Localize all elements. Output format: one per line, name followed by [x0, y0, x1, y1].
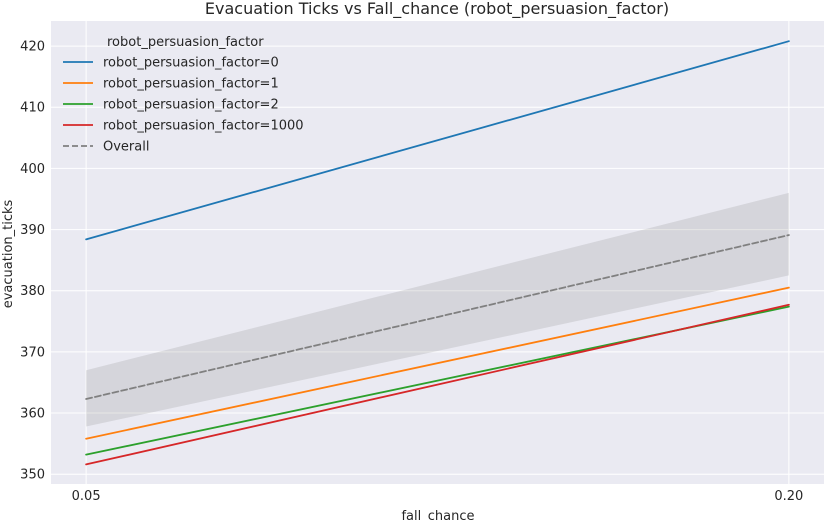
y-tick-label: 370: [20, 345, 45, 360]
series-lines: [85, 40, 790, 466]
grid: [51, 21, 824, 484]
legend-label: Overall: [103, 140, 149, 155]
plot-background: [51, 21, 824, 484]
series-line-robot-persuasion-factor-1: [85, 286, 790, 440]
y-tick-label: 410: [20, 101, 45, 116]
legend-label: robot_persuasion_factor=1: [103, 77, 279, 92]
legend-label: robot_persuasion_factor=0: [103, 56, 279, 71]
legend: robot_persuasion_factor robot_persuasion…: [63, 35, 304, 155]
chart-title: Evacuation Ticks vs Fall_chance (robot_p…: [205, 0, 669, 19]
confidence-band-overall: [86, 192, 789, 427]
y-tick-label: 390: [20, 223, 45, 238]
y-axis-label: evacuation_ticks: [1, 199, 16, 308]
x-axis-label: fall_chance: [401, 509, 474, 522]
x-tick-labels: 0.05 0.20: [72, 489, 804, 504]
y-tick-label: 380: [20, 284, 45, 299]
confidence-bands: [86, 192, 789, 427]
series-line-robot-persuasion-factor-1000: [85, 303, 790, 466]
y-tick-label: 350: [20, 468, 45, 483]
series-line-overall: [85, 234, 790, 400]
y-tick-label: 400: [20, 162, 45, 177]
x-tick-label: 0.05: [72, 489, 101, 504]
legend-title: robot_persuasion_factor: [107, 35, 264, 50]
legend-label: robot_persuasion_factor=1000: [103, 119, 304, 134]
x-tick-label: 0.20: [774, 489, 803, 504]
series-line-robot-persuasion-factor-0: [85, 40, 790, 241]
y-tick-label: 420: [20, 40, 45, 55]
y-tick-label: 360: [20, 407, 45, 422]
y-tick-labels: 350 360 370 380 390 400 410 420: [20, 40, 45, 483]
legend-label: robot_persuasion_factor=2: [103, 98, 279, 113]
